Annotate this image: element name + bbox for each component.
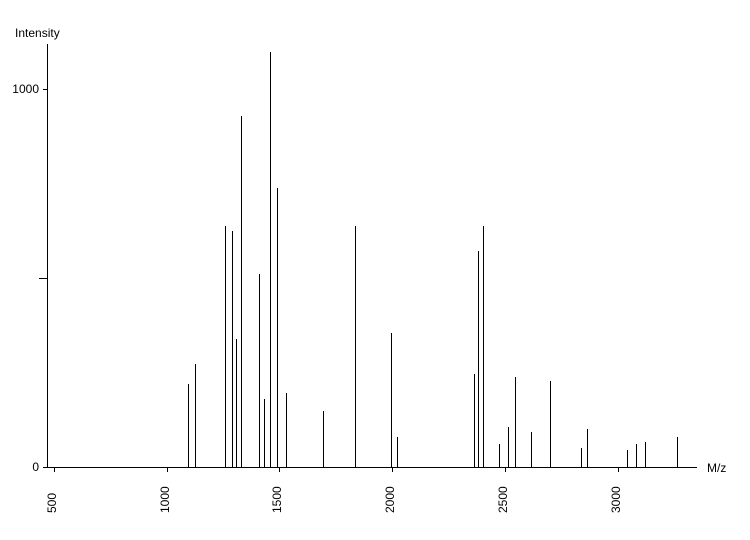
spectrum-peak bbox=[645, 442, 646, 467]
spectrum-peak bbox=[478, 251, 479, 467]
spectrum-peak bbox=[508, 427, 509, 467]
spectrum-peak bbox=[581, 448, 582, 467]
x-tick bbox=[618, 467, 619, 472]
spectrum-peak bbox=[236, 339, 237, 467]
spectrum-peak bbox=[355, 226, 356, 467]
spectrum-peak bbox=[195, 364, 196, 467]
spectrum-peak bbox=[474, 374, 475, 467]
y-axis-line bbox=[47, 44, 48, 467]
spectrum-peak bbox=[323, 411, 324, 467]
spectrum-peak bbox=[225, 226, 226, 467]
spectrum-peak bbox=[286, 393, 287, 467]
y-tick-label: 1000 bbox=[3, 82, 39, 96]
x-tick bbox=[392, 467, 393, 472]
spectrum-peak bbox=[397, 437, 398, 467]
x-tick bbox=[54, 467, 55, 472]
mass-spectrum-chart: Intensity M/z 50010001500200025003000 01… bbox=[0, 0, 750, 540]
spectrum-peak bbox=[264, 399, 265, 467]
x-axis-title: M/z bbox=[707, 461, 726, 475]
spectrum-peak bbox=[587, 429, 588, 467]
x-tick bbox=[167, 467, 168, 472]
spectrum-peak bbox=[188, 384, 189, 467]
spectrum-peak bbox=[483, 226, 484, 467]
spectrum-peak bbox=[550, 381, 551, 467]
spectrum-peak bbox=[241, 116, 242, 467]
y-tick bbox=[43, 89, 47, 90]
spectrum-peak bbox=[232, 231, 233, 467]
spectrum-peak bbox=[277, 188, 278, 467]
spectrum-peak bbox=[499, 444, 500, 467]
spectrum-peak bbox=[391, 333, 392, 467]
spectrum-peak bbox=[627, 450, 628, 467]
spectrum-peak bbox=[531, 432, 532, 467]
y-tick bbox=[39, 278, 47, 279]
y-tick-label: 0 bbox=[3, 460, 39, 474]
x-tick bbox=[279, 467, 280, 472]
x-axis-line bbox=[47, 467, 697, 468]
spectrum-peak bbox=[677, 437, 678, 467]
x-tick bbox=[505, 467, 506, 472]
spectrum-peak bbox=[259, 274, 260, 467]
spectrum-peak bbox=[515, 377, 516, 467]
y-axis-title: Intensity bbox=[15, 26, 60, 40]
spectrum-peak bbox=[636, 444, 637, 467]
y-tick bbox=[43, 467, 47, 468]
spectrum-peak bbox=[270, 52, 271, 467]
